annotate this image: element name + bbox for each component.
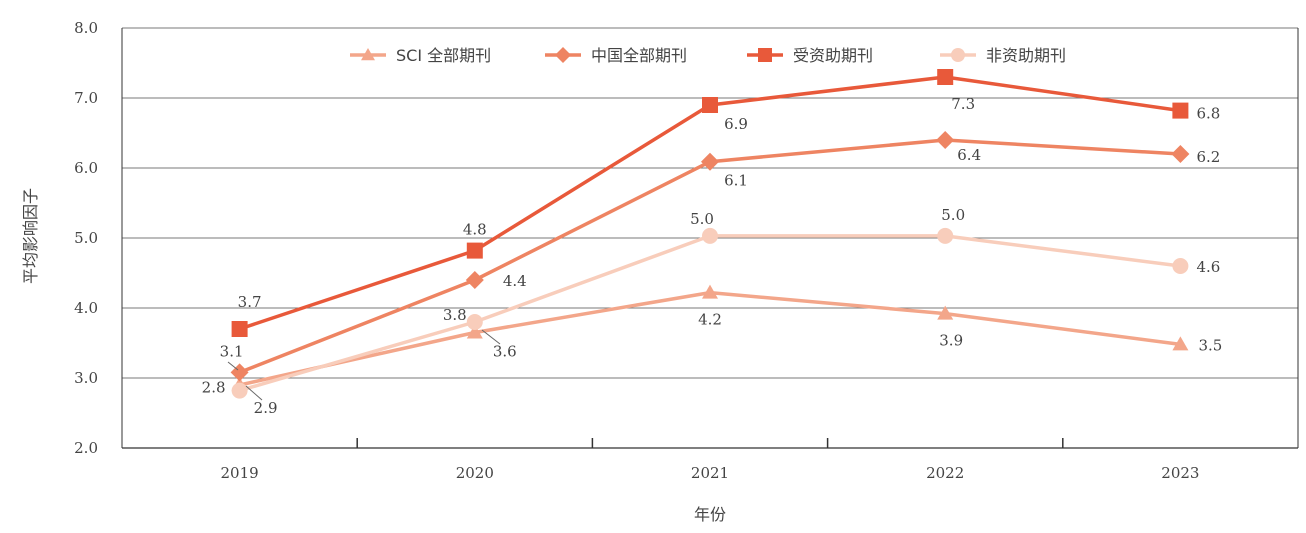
data-point [758,48,772,62]
leader-line [245,385,263,401]
data-point [701,152,719,171]
y-axis-title: 平均影响因子 [21,188,40,284]
data-label: 7.3 [951,95,975,113]
legend-label: 非资助期刊 [986,46,1066,65]
data-point [951,48,965,62]
x-tick-label: 2022 [926,464,964,482]
leader-line [227,361,239,371]
legend-label: 中国全部期刊 [591,46,687,65]
data-label: 5.0 [941,206,965,224]
data-label: 2.8 [202,379,226,397]
series-group [230,69,1190,399]
data-label: 4.2 [698,311,722,329]
axes: 2.0 3.0 4.0 5.0 6.0 7.0 8.0 2019 2020 2021 2022 202… [74,19,1299,482]
data-point [466,242,483,259]
data-point [1171,145,1190,163]
data-label: 6.4 [957,146,981,164]
data-label: 3.1 [220,342,244,360]
data-point [231,382,248,399]
data-point [231,321,248,337]
data-point [466,314,483,330]
data-label: 3.9 [939,332,963,350]
data-point [465,271,484,289]
data-label: 6.9 [724,115,748,133]
series-line [239,290,1181,387]
data-point [936,131,955,149]
data-label: 5.0 [690,210,714,228]
y-tick-label: 7.0 [74,89,98,107]
data-point [466,324,483,339]
legend: SCI 全部期刊 中国全部期刊 受资助期刊 非资助期刊 [350,46,1066,65]
y-tick-label: 3.0 [74,369,98,387]
x-tick-label: 2020 [456,464,494,482]
data-label: 6.1 [724,172,748,190]
data-point [702,97,718,113]
legend-label: 受资助期刊 [793,46,873,65]
data-point [702,284,718,299]
x-axis-title: 年份 [694,505,726,524]
data-label: 3.7 [238,293,262,311]
data-point [937,305,954,320]
data-point [555,47,571,63]
data-point [937,69,954,85]
data-point [702,227,718,244]
data-label: 3.5 [1198,336,1222,354]
data-label: 2.9 [254,399,278,417]
x-tick-label: 2019 [221,464,259,482]
y-tick-label: 4.0 [74,299,98,317]
data-point [1172,258,1189,274]
data-point [1172,102,1189,119]
y-tick-label: 8.0 [74,19,98,37]
legend-label: SCI 全部期刊 [396,46,491,65]
data-point [937,227,954,244]
data-labels: 2.9 3.6 4.2 3.9 3.5 3.1 4.4 6.1 6.4 6.2 3.7 4.8 6.9 7… [202,95,1223,417]
leader-line [481,329,501,345]
x-tick-label: 2023 [1161,464,1199,482]
series-line [238,138,1181,375]
x-tick-label: 2021 [691,464,729,482]
data-label: 6.8 [1196,105,1220,123]
y-tick-label: 5.0 [74,229,98,247]
data-label: 3.6 [493,343,517,361]
data-label: 4.8 [463,221,487,239]
y-tick-label: 2.0 [74,439,98,457]
data-label: 3.8 [443,306,467,324]
data-point [1172,336,1189,351]
data-label: 4.6 [1196,258,1220,276]
data-point [361,48,375,61]
y-tick-label: 6.0 [74,159,98,177]
data-label: 4.4 [503,272,527,290]
data-label: 6.2 [1196,148,1220,166]
